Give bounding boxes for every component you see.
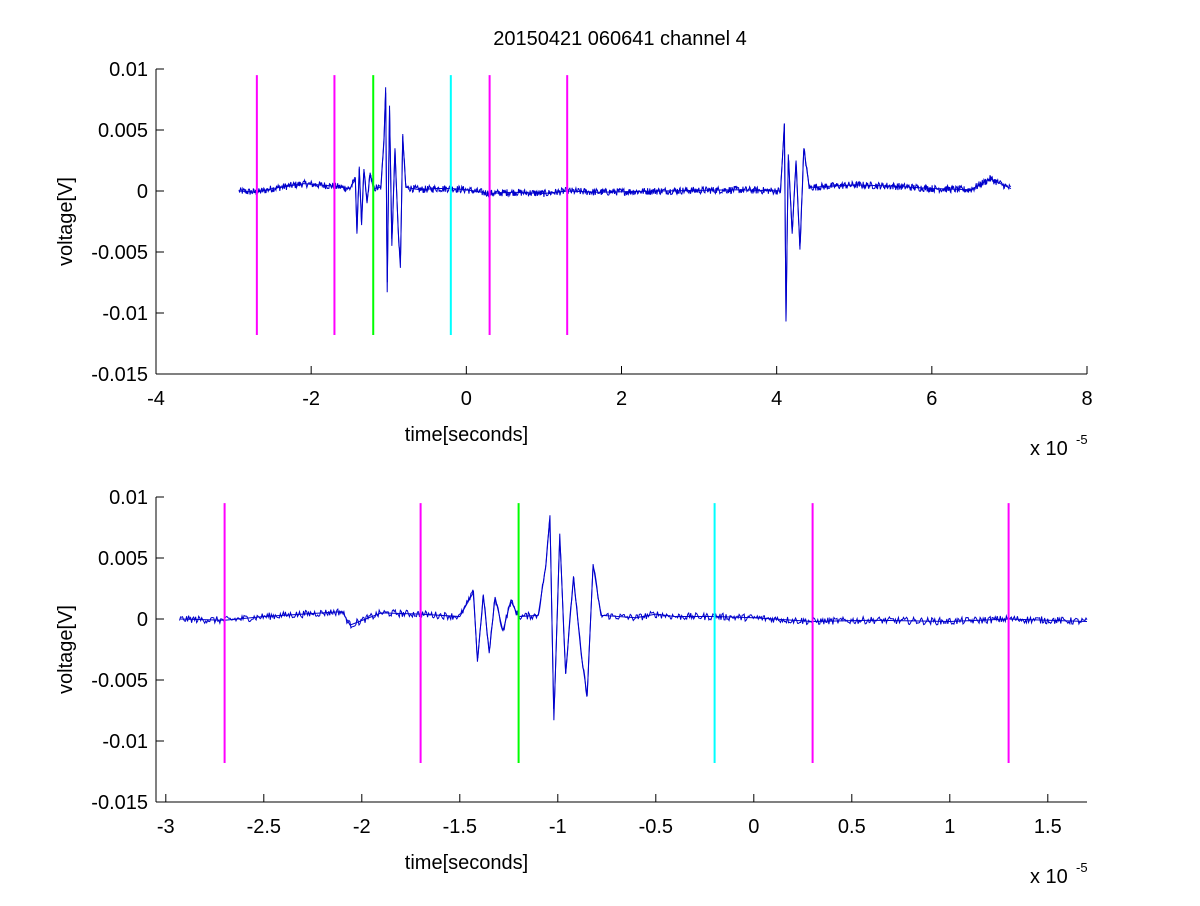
plot2-y-tick-label: -0.005 bbox=[91, 670, 148, 692]
plot2-y-tick-label: -0.015 bbox=[91, 792, 148, 814]
plot2-signal-envelope bbox=[179, 515, 1088, 721]
plot2-x-tick-label: -2.5 bbox=[247, 816, 281, 838]
plot2-y-tick-label: 0 bbox=[137, 609, 148, 631]
plot2-y-tick-label: -0.01 bbox=[102, 731, 148, 753]
plot2-x-tick-label: -0.5 bbox=[639, 816, 673, 838]
plot2-x-tick-label: -2 bbox=[353, 816, 371, 838]
plot1-signal-envelope bbox=[238, 87, 1012, 322]
plot1-axes: -0.015 -0.01 -0.005 0 0.005 0.01 -4 -2 0 2 4 6 8 time… bbox=[55, 59, 1093, 460]
figure-title: 20150421 060641 channel 4 bbox=[493, 28, 747, 50]
plot2-y-axis-label: voltage[V] bbox=[55, 605, 77, 694]
plot1-x-axis-label: time[seconds] bbox=[405, 424, 528, 446]
plot1-y-tick-label: -0.01 bbox=[102, 303, 148, 325]
plot1-y-tick-label: 0.005 bbox=[98, 120, 148, 142]
plot2-x-tick-label: 1 bbox=[944, 816, 955, 838]
plot1-x-tick-label: 8 bbox=[1081, 388, 1092, 410]
plot2-x-tick-label: 1.5 bbox=[1034, 816, 1062, 838]
plot1-x-multiplier: x 10 bbox=[1030, 438, 1068, 460]
plot1-y-tick-label: 0 bbox=[137, 181, 148, 203]
plot1-y-tick-label: 0.01 bbox=[109, 59, 148, 81]
plot1-x-tick-label: 2 bbox=[616, 388, 627, 410]
plot2-signal-series bbox=[179, 519, 1088, 709]
plot2-y-tick-label: 0.005 bbox=[98, 548, 148, 570]
plot1-signal-series bbox=[238, 92, 1012, 321]
plot2-x-tick-label: -3 bbox=[157, 816, 175, 838]
plot1-x-exponent: -5 bbox=[1076, 432, 1088, 447]
plot1-x-tick-label: -2 bbox=[302, 388, 320, 410]
plot1-x-tick-label: 6 bbox=[926, 388, 937, 410]
plot1-y-tick-label: -0.005 bbox=[91, 242, 148, 264]
plot2-x-tick-label: 0.5 bbox=[838, 816, 866, 838]
plot2-x-exponent: -5 bbox=[1076, 860, 1088, 875]
plot2-x-tick-label: 0 bbox=[748, 816, 759, 838]
plot1-x-tick-label: -4 bbox=[147, 388, 165, 410]
plot2-x-axis-label: time[seconds] bbox=[405, 852, 528, 874]
plot1-y-tick-label: -0.015 bbox=[91, 364, 148, 386]
plot1-x-tick-label: 4 bbox=[771, 388, 782, 410]
plot1-y-axis-label: voltage[V] bbox=[55, 177, 77, 266]
plot2-axes: -0.015 -0.01 -0.005 0 0.005 0.01 -3 -2.5 -2 -1.5 -… bbox=[55, 487, 1088, 888]
plot1-x-tick-label: 0 bbox=[461, 388, 472, 410]
plot2-x-tick-label: -1 bbox=[549, 816, 567, 838]
plot2-y-tick-label: 0.01 bbox=[109, 487, 148, 509]
plot2-x-tick-label: -1.5 bbox=[443, 816, 477, 838]
plot2-x-multiplier: x 10 bbox=[1030, 866, 1068, 888]
